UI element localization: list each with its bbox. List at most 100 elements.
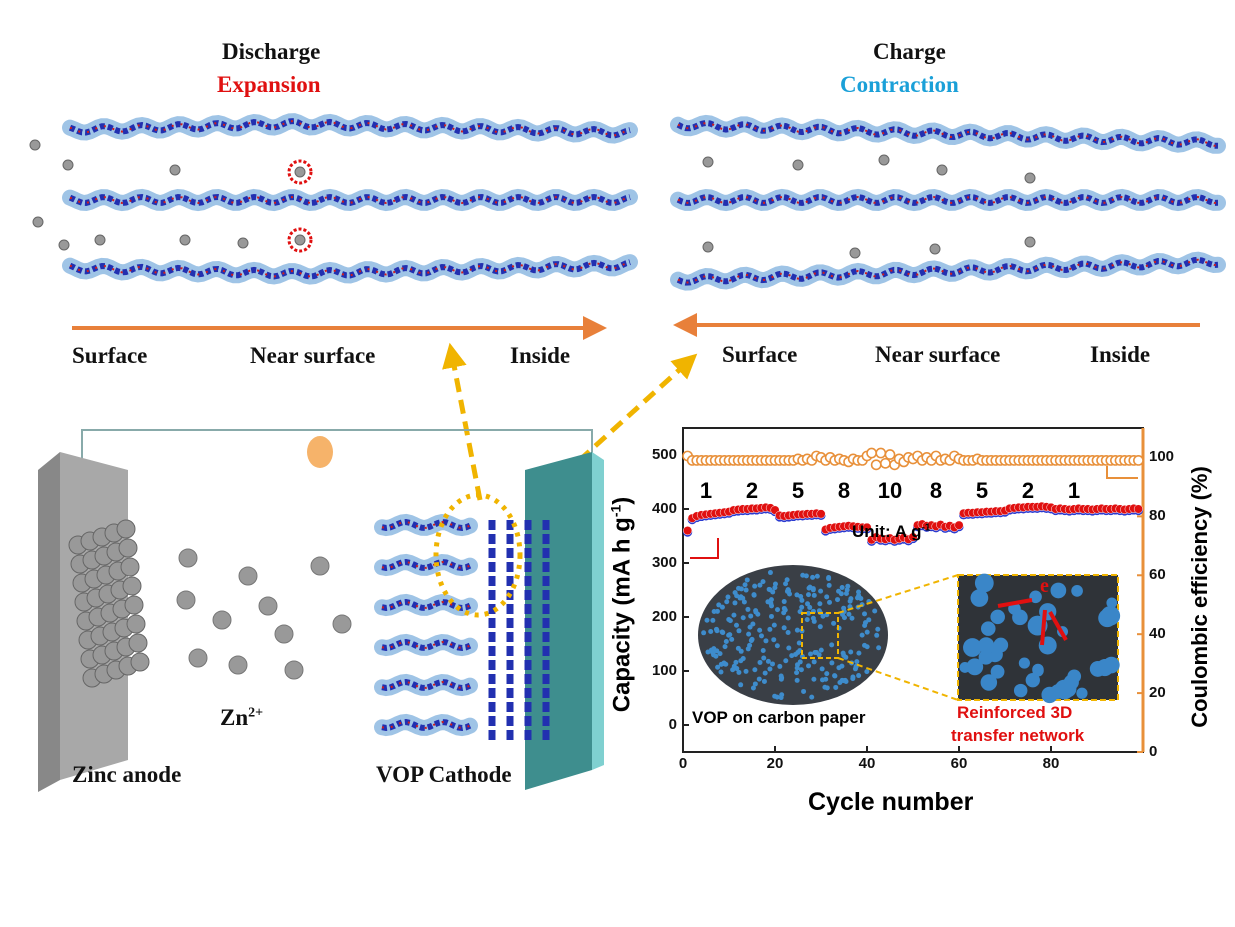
vop-particle	[783, 581, 788, 586]
vop-particle	[812, 619, 817, 624]
vop-particle	[865, 630, 870, 635]
vop-particle	[805, 617, 810, 622]
efficiency-point	[876, 448, 885, 457]
vop-particle	[779, 692, 784, 697]
vop-particle	[724, 639, 729, 644]
vop-particle	[827, 583, 832, 588]
vop-particle	[722, 662, 727, 667]
vop-particle	[744, 588, 749, 593]
vop-particle	[734, 593, 739, 598]
y2-tick-label: 60	[1149, 566, 1166, 583]
cathode-side	[592, 452, 604, 770]
vop-particle	[826, 575, 831, 580]
vop-particle	[777, 664, 782, 669]
x-tick-label: 40	[859, 755, 876, 772]
vop-particle	[836, 589, 841, 594]
zn-ion	[295, 235, 305, 245]
vop-particle	[860, 633, 865, 638]
vop-particle	[806, 663, 811, 668]
vop-particle	[744, 669, 749, 674]
vop-particle	[748, 614, 753, 619]
y2-tick-label: 80	[1149, 507, 1166, 524]
vop-particle	[782, 606, 787, 611]
vop-particle	[770, 661, 775, 666]
vop-particle	[981, 674, 998, 691]
layer-band	[678, 260, 1218, 283]
y-tick-label: 0	[669, 716, 677, 733]
contraction-label: Contraction	[840, 72, 959, 98]
y2-axis-title: Coulombic efficiency (%)	[1187, 447, 1213, 747]
vop-particle	[818, 624, 823, 629]
vop-particle	[769, 614, 774, 619]
vop-particle	[875, 627, 880, 632]
near-surface-label: Near surface	[250, 343, 375, 369]
vop-particle	[759, 633, 764, 638]
zn-ion-label: Zn2+	[220, 705, 263, 731]
zn-ion	[239, 567, 257, 585]
vop-particle	[745, 577, 750, 582]
zn-ion	[1025, 237, 1035, 247]
x-tick-label: 80	[1043, 755, 1060, 772]
capacity-point	[683, 526, 692, 535]
vop-particle	[981, 621, 996, 636]
vop-particle	[771, 637, 776, 642]
discharge-title: Discharge	[222, 39, 320, 65]
zn-ion	[95, 235, 105, 245]
zn-ion	[238, 238, 248, 248]
vop-particle	[795, 628, 800, 633]
vop-particle	[818, 589, 823, 594]
vop-particle	[752, 584, 757, 589]
expansion-label: Expansion	[217, 72, 321, 98]
y-tick-label: 400	[652, 500, 677, 517]
vop-particle	[758, 660, 763, 665]
vop-particle	[745, 607, 750, 612]
zinc-atom	[127, 615, 145, 633]
vop-particle	[753, 681, 758, 686]
vop-particle	[782, 599, 787, 604]
vop-particle	[811, 587, 816, 592]
zn-ion	[333, 615, 351, 633]
cathode-layer	[382, 642, 470, 648]
vop-particle	[701, 630, 706, 635]
light-bulb-icon	[307, 436, 333, 468]
vop-particle	[829, 660, 834, 665]
vop-particle	[864, 669, 869, 674]
vop-particle	[990, 610, 1005, 625]
vop-particle	[814, 650, 819, 655]
vop-particle	[820, 666, 825, 671]
discharge-layer-1	[70, 121, 630, 135]
zn-ion	[213, 611, 231, 629]
capacity-point	[955, 521, 964, 530]
vop-particle	[849, 616, 854, 621]
zn-ion	[177, 591, 195, 609]
vop-particle	[874, 633, 879, 638]
vop-particle	[845, 587, 850, 592]
vop-particle	[741, 615, 746, 620]
circuit-wire	[82, 430, 592, 505]
zn-ion	[229, 656, 247, 674]
near-surface-label-charge: Near surface	[875, 342, 1000, 368]
rate-label: 2	[1022, 478, 1034, 504]
vop-particle	[753, 610, 758, 615]
carbon-paper-inset	[698, 565, 888, 705]
cathode-layer	[382, 522, 470, 528]
vop-particle	[765, 599, 770, 604]
vop-particle	[763, 638, 768, 643]
vop-particle	[738, 594, 743, 599]
vop-particle	[975, 574, 994, 593]
capacity-point	[817, 510, 826, 519]
zn-ion	[275, 625, 293, 643]
y2-tick-label: 0	[1149, 743, 1157, 760]
vop-particle	[763, 671, 768, 676]
vop-particle	[795, 678, 800, 683]
vop-particle	[786, 630, 791, 635]
vop-particle	[840, 678, 845, 683]
vop-cathode-label: VOP Cathode	[376, 762, 512, 788]
vop-particle	[748, 625, 753, 630]
vop-particle	[1019, 658, 1030, 669]
vop-particle	[725, 594, 730, 599]
vop-particle	[799, 667, 804, 672]
zn-ion	[937, 165, 947, 175]
vop-particle	[752, 593, 757, 598]
vop-particle	[827, 600, 832, 605]
